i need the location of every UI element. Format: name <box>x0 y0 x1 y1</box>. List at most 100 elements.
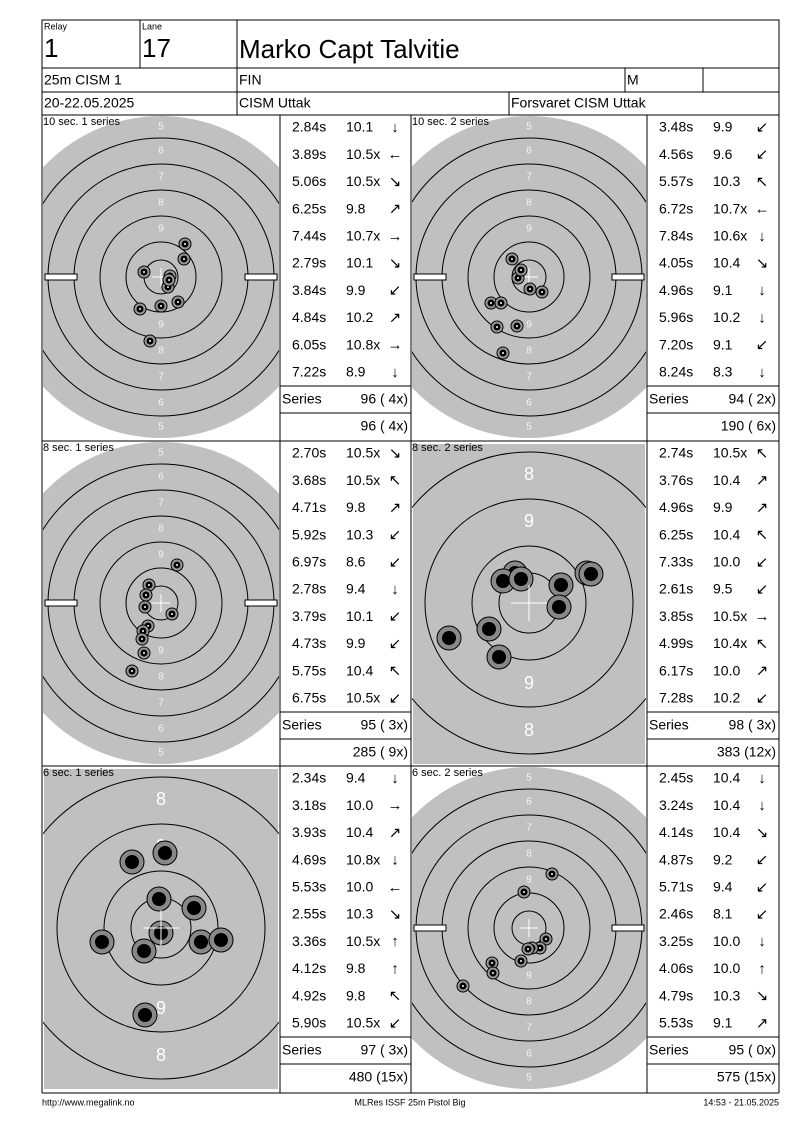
shot-direction: ↙ <box>389 690 402 707</box>
shot-time: 2.78s <box>292 581 326 597</box>
shot-time: 2.84s <box>292 119 326 135</box>
shot-score: 10.4 <box>713 526 740 542</box>
shot-direction: ↗ <box>756 472 769 489</box>
date: 20-22.05.2025 <box>44 95 135 111</box>
running-total: 480 (15x) <box>349 1069 408 1085</box>
shot-hole-core <box>158 846 172 860</box>
shot-hole-dot <box>545 938 547 940</box>
panels: 5 5 6 6 7 7 8 8 9 9 10 sec. 1 series 2.84s 10.1 ↓ 3.89… <box>43 116 779 1089</box>
shot-direction: ↗ <box>389 309 402 326</box>
shot-time: 4.73s <box>292 635 326 651</box>
shot-hole-dot <box>176 564 178 566</box>
ring-label: 6 <box>158 724 164 735</box>
shot-score: 9.2 <box>713 851 733 867</box>
shot-direction: ↙ <box>389 527 402 544</box>
shot-direction: → <box>388 797 403 814</box>
ring-label: 6 <box>158 146 164 157</box>
panel: 5 5 6 6 7 7 8 8 9 9 10 sec. 1 series 2.84s 10.1 ↓ 3.89… <box>43 116 411 438</box>
ring-label: 9 <box>158 646 164 657</box>
shot-time: 4.79s <box>659 987 693 1003</box>
competition: CISM Uttak <box>239 95 312 111</box>
shot-score: 10.4 <box>713 797 740 813</box>
shot-direction: ↖ <box>756 173 769 190</box>
shot-hole-dot <box>167 286 169 288</box>
series-title: 10 sec. 2 series <box>412 116 490 128</box>
shot-score: 10.5x <box>346 445 380 461</box>
shot-hole-core <box>514 572 528 586</box>
ring-label: 7 <box>158 172 164 183</box>
ring-label: 9 <box>526 320 532 331</box>
shot-time: 5.57s <box>659 173 693 189</box>
grid-frame <box>41 115 780 1094</box>
ring-label: 6 <box>526 1049 532 1060</box>
ring-label: 6 <box>158 472 164 483</box>
shot-time: 3.25s <box>659 933 693 949</box>
shot-score: 10.2 <box>713 309 740 325</box>
shot-hole-dot <box>490 302 492 304</box>
shot-time: 2.34s <box>292 770 326 786</box>
shot-score: 10.8x <box>346 336 380 352</box>
series-total: 98 ( 3x) <box>729 717 776 733</box>
shot-hole-dot <box>551 873 553 875</box>
series-label: Series <box>649 391 689 407</box>
shot-direction: ↙ <box>389 1015 402 1032</box>
shot-hole-dot <box>177 301 179 303</box>
panel: 5 5 6 6 7 7 8 8 9 9 10 sec. 2 series 3.48s 9.9 ↙ 4.56s… <box>412 116 779 438</box>
shot-direction: ↙ <box>756 146 769 163</box>
shot-score: 10.4 <box>713 824 740 840</box>
shot-hole-core <box>584 567 598 581</box>
shot-direction: ↓ <box>391 364 399 381</box>
shot-time: 4.71s <box>292 499 326 515</box>
shot-time: 3.68s <box>292 472 326 488</box>
target: 5 5 6 6 7 7 8 8 9 9 <box>412 767 646 1089</box>
shot-time: 6.25s <box>292 200 326 216</box>
shot-hole-dot <box>143 652 145 654</box>
shot-score: 10.1 <box>346 119 373 135</box>
shot-score: 10.0 <box>346 879 373 895</box>
running-total: 96 ( 4x) <box>361 418 408 434</box>
ring-label: 9 <box>526 971 532 982</box>
shot-score: 10.3 <box>713 987 740 1003</box>
shot-direction: ↓ <box>758 228 766 245</box>
series-total: 95 ( 3x) <box>361 717 408 733</box>
shot-time: 6.72s <box>659 200 693 216</box>
ring-label: 7 <box>526 1023 532 1034</box>
ring-label: 8 <box>156 1045 166 1065</box>
shot-direction: ↘ <box>389 173 402 190</box>
running-total: 575 (15x) <box>717 1069 776 1085</box>
shot-direction: ↙ <box>756 581 769 598</box>
ring-label: 5 <box>526 773 532 784</box>
shot-hole-core <box>496 574 510 588</box>
shot-time: 3.36s <box>292 933 326 949</box>
shot-hole-dot <box>529 288 531 290</box>
shot-time: 2.46s <box>659 906 693 922</box>
shot-direction: ↘ <box>389 906 402 923</box>
ring-label: 6 <box>158 398 164 409</box>
ring-label: 6 <box>526 797 532 808</box>
shot-score: 10.5x <box>346 690 380 706</box>
shot-time: 4.05s <box>659 255 693 271</box>
shot-hole-dot <box>149 340 151 342</box>
shot-direction: ↓ <box>391 119 399 136</box>
target: 5 5 6 6 7 7 8 8 9 9 <box>412 116 646 438</box>
ring-label: 8 <box>526 997 532 1008</box>
shot-hole-dot <box>516 325 518 327</box>
shot-direction: ↓ <box>758 282 766 299</box>
side-mark <box>413 924 447 932</box>
shot-score: 10.4 <box>346 824 373 840</box>
shot-score: 10.3 <box>346 526 373 542</box>
shot-hole-core <box>194 935 208 949</box>
ring-label: 9 <box>158 320 164 331</box>
shot-score: 10.0 <box>713 554 740 570</box>
shot-hole-dot <box>492 972 494 974</box>
ring-label: 8 <box>526 346 532 357</box>
shot-time: 3.85s <box>659 608 693 624</box>
shot-direction: ↘ <box>756 255 769 272</box>
ring <box>412 137 646 417</box>
panel: 5 5 6 6 7 7 8 8 9 9 6 sec. 2 series 2.45s 10.4 ↓ 3.24s… <box>412 767 779 1089</box>
shot-direction: ↙ <box>756 690 769 707</box>
relay-label: Relay <box>44 21 68 31</box>
shot-direction: ↗ <box>756 1015 769 1032</box>
ring-label: 9 <box>526 875 532 886</box>
